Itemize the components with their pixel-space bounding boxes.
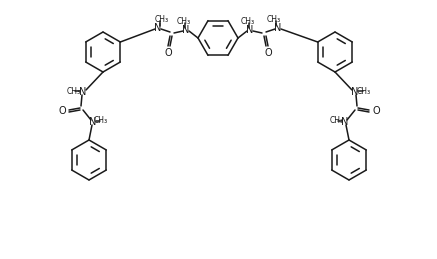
Text: CH₃: CH₃ — [94, 116, 108, 125]
Text: O: O — [264, 48, 272, 58]
Text: CH₃: CH₃ — [155, 15, 169, 24]
Text: N: N — [246, 25, 254, 35]
Text: CH₃: CH₃ — [177, 17, 191, 25]
Text: N: N — [351, 87, 359, 97]
Text: CH₃: CH₃ — [330, 116, 344, 125]
Text: CH₃: CH₃ — [241, 17, 255, 25]
Text: O: O — [372, 106, 380, 116]
Text: N: N — [341, 117, 349, 127]
Text: N: N — [79, 87, 87, 97]
Text: N: N — [182, 25, 190, 35]
Text: CH₃: CH₃ — [267, 15, 281, 24]
Text: N: N — [89, 117, 97, 127]
Text: CH₃: CH₃ — [357, 87, 371, 96]
Text: O: O — [164, 48, 172, 58]
Text: CH₃: CH₃ — [67, 87, 81, 96]
Text: N: N — [154, 23, 162, 33]
Text: N: N — [274, 23, 282, 33]
Text: O: O — [58, 106, 66, 116]
